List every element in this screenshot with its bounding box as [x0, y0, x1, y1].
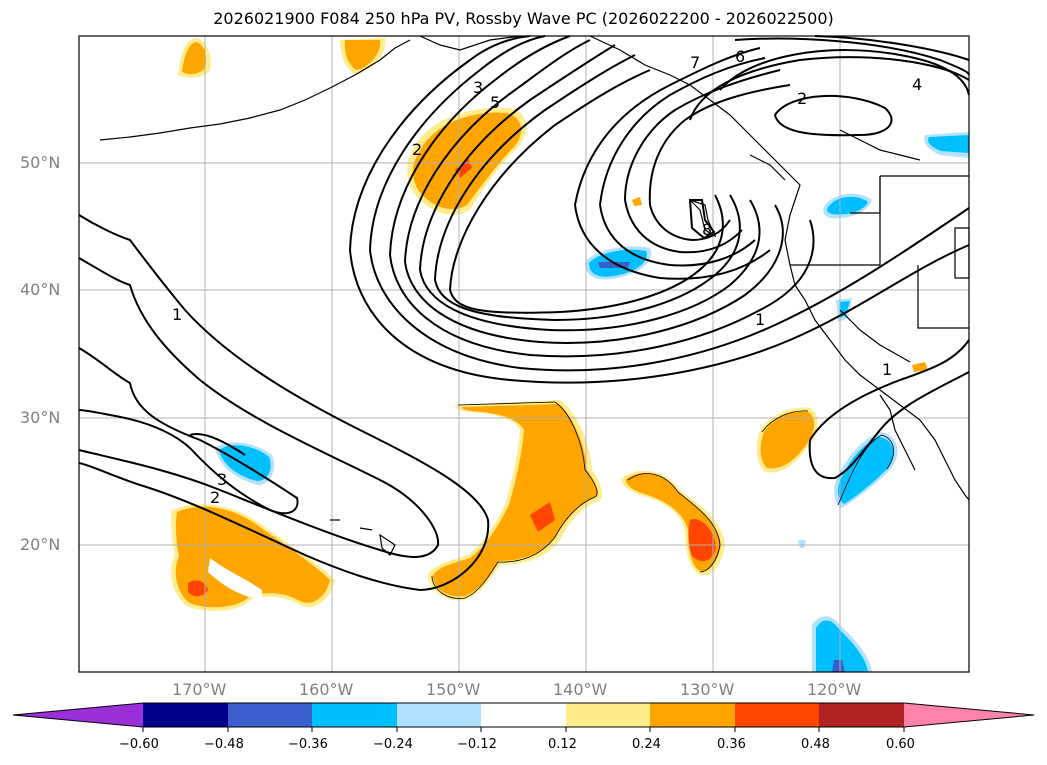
map-title: 2026021900 F084 250 hPa PV, Rossby Wave … — [213, 9, 834, 28]
gridlines — [79, 36, 969, 672]
colorbar-tick-label: 0.24 — [632, 737, 661, 752]
colorbar-segment — [228, 703, 312, 727]
lon-label: 160°W — [299, 680, 354, 699]
contour-label-group: 7 6 4 2 3 5 2 8 1 1 1 3 2 — [172, 47, 922, 507]
colorbar-tick-label: 0.60 — [886, 737, 915, 752]
lon-label: 150°W — [426, 680, 481, 699]
lat-label: 50°N — [20, 153, 61, 172]
colorbar-tick-label: −0.60 — [119, 737, 159, 752]
contours — [78, 35, 970, 592]
colorbar-segment — [650, 703, 735, 727]
lat-label: 30°N — [20, 408, 61, 427]
colorbar-segment — [397, 703, 481, 727]
colorbar-tick-label: −0.48 — [204, 737, 244, 752]
contour-label: 6 — [735, 47, 745, 66]
contour-label: 5 — [490, 93, 500, 112]
lat-label: 20°N — [20, 535, 61, 554]
contour-1-west — [78, 214, 490, 592]
contour-1-baja — [809, 339, 970, 441]
contour-2-loop — [773, 94, 893, 137]
contour-label: 2 — [210, 488, 220, 507]
contour-label: 3 — [217, 470, 227, 489]
contour-1-north — [349, 35, 531, 251]
contour-8-loop — [688, 199, 716, 240]
contour-label: 4 — [912, 75, 922, 94]
contour-label: 7 — [690, 53, 700, 72]
colorbar-segment — [143, 703, 228, 727]
contour-label: 2 — [412, 140, 422, 159]
lon-label: 120°W — [807, 680, 862, 699]
coastlines — [99, 35, 970, 556]
colorbar-tick-label: 0.48 — [801, 737, 830, 752]
colorbar-segment — [481, 703, 566, 727]
colorbar-segment — [819, 703, 904, 727]
map-frame — [78, 35, 970, 673]
contour-label: 2 — [797, 89, 807, 108]
colorbar-tick-label: −0.36 — [288, 737, 328, 752]
colorbar-tick-label: −0.24 — [373, 737, 413, 752]
colorbar-tick-label: 0.12 — [548, 737, 577, 752]
lon-label: 130°W — [680, 680, 735, 699]
lat-label: 40°N — [20, 280, 61, 299]
colorbar — [12, 702, 1035, 732]
colorbar-tick-label: 0.36 — [717, 737, 746, 752]
colorbar-segment — [566, 703, 650, 727]
colorbar-segment — [312, 703, 397, 727]
lon-label: 140°W — [553, 680, 608, 699]
shaded-anomalies — [171, 38, 969, 672]
contour-label: 8 — [702, 220, 712, 239]
contour-label: 1 — [882, 360, 892, 379]
colorbar-extend-min — [13, 703, 143, 727]
contour-label: 1 — [172, 305, 182, 324]
lon-label: 170°W — [172, 680, 227, 699]
contour-label: 1 — [755, 310, 765, 329]
contour-label: 3 — [473, 78, 483, 97]
colorbar-segment — [735, 703, 819, 727]
colorbar-extend-max — [904, 703, 1034, 727]
colorbar-tick-label: −0.12 — [457, 737, 497, 752]
